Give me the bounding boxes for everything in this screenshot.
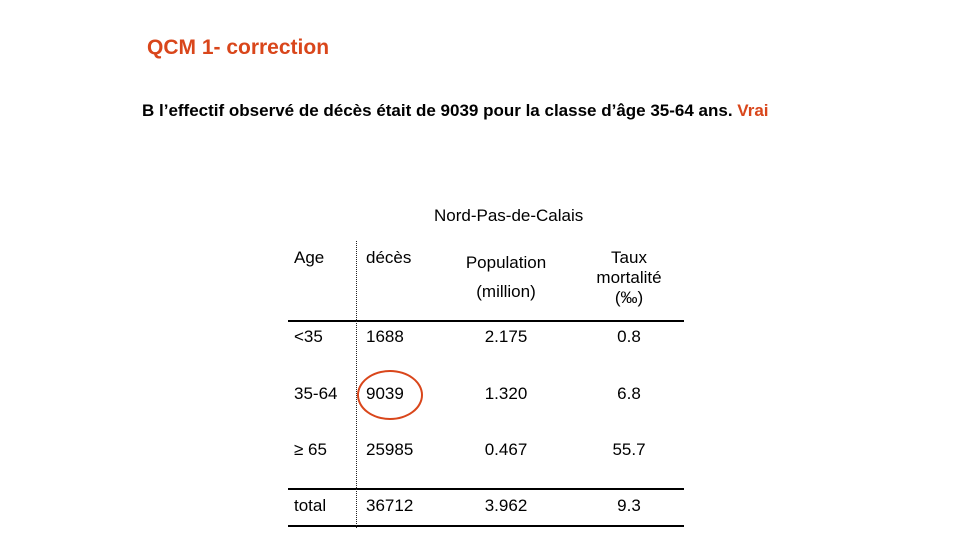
total-deaths: 36712: [366, 496, 414, 515]
table-region-title: Nord-Pas-de-Calais: [434, 206, 584, 225]
row-age: <35: [294, 327, 323, 346]
header-rate: Taux mortalité (‰): [596, 248, 661, 308]
header-rate-line1: Taux: [611, 248, 647, 267]
highlight-circle: [357, 370, 423, 420]
row-age: ≥ 65: [294, 440, 327, 459]
table-bottom-rule: [288, 525, 684, 527]
header-age: Age: [294, 248, 325, 267]
row-rate: 0.8: [617, 327, 641, 346]
header-population-line1: Population: [465, 253, 547, 272]
row-deaths: 1688: [366, 327, 404, 346]
row-rate: 55.7: [612, 440, 646, 459]
row-rate: 6.8: [617, 384, 641, 403]
question-statement: B l’effectif observé de décès était de 9…: [142, 96, 862, 126]
verdict-label: Vrai: [737, 101, 769, 120]
header-deaths: décès: [366, 248, 412, 267]
header-population: Population (million): [466, 248, 546, 306]
total-rate: 9.3: [617, 496, 641, 515]
row-age: 35-64: [294, 384, 338, 403]
row-deaths: 25985: [366, 440, 414, 459]
header-divider: [288, 320, 684, 322]
row-population: 2.175: [484, 327, 528, 346]
row-population: 0.467: [484, 440, 528, 459]
row-population: 1.320: [484, 384, 528, 403]
statement-text: B l’effectif observé de décès était de 9…: [142, 101, 733, 120]
header-rate-line3: (‰): [614, 288, 644, 307]
slide-title: QCM 1- correction: [147, 36, 330, 59]
total-age: total: [294, 496, 327, 515]
header-rate-line2: mortalité: [596, 268, 662, 287]
total-divider: [288, 488, 684, 490]
header-population-line2: (million): [476, 282, 536, 301]
total-population: 3.962: [484, 496, 528, 515]
column-divider-dotted: [356, 241, 357, 528]
